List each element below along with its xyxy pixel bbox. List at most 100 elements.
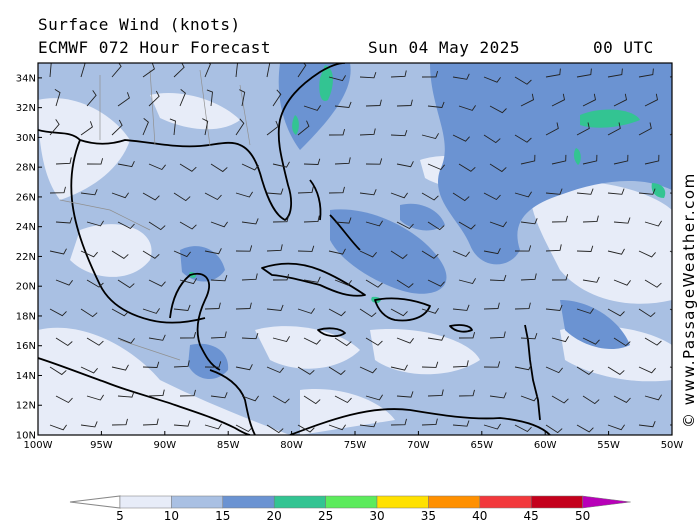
- wind-barb: [204, 361, 222, 368]
- wind-barb: [458, 278, 476, 285]
- wind-barb: [80, 308, 98, 318]
- colorbar-swatch: [171, 495, 224, 509]
- wind-barb: [427, 389, 444, 397]
- wind-barb: [148, 389, 165, 397]
- colorbar-swatch: [479, 495, 532, 509]
- wind-barb: [204, 423, 222, 430]
- wind-barb: [359, 421, 377, 428]
- wind-barb: [520, 154, 536, 165]
- wind-barb: [334, 157, 351, 165]
- wind-barb: [86, 220, 104, 227]
- wind-barb: [545, 424, 563, 434]
- wind-barb: [179, 278, 197, 285]
- wind-barb: [49, 424, 67, 431]
- lon-label: 80W: [280, 440, 303, 451]
- wind-barb: [297, 366, 315, 375]
- wind-barb: [613, 217, 631, 224]
- wind-barb: [613, 93, 628, 107]
- wind-barb: [551, 154, 567, 165]
- wind-barb: [173, 360, 190, 368]
- wind-barb: [520, 332, 538, 340]
- wind-barb: [396, 279, 414, 289]
- wind-barb: [334, 279, 352, 286]
- wind-barb: [607, 424, 625, 431]
- wind-barb: [328, 308, 346, 317]
- wind-barb: [390, 129, 408, 137]
- wind-barb: [396, 337, 414, 344]
- lon-label: 90W: [153, 440, 176, 451]
- wind-barb: [297, 63, 307, 78]
- wind-barb: [173, 250, 191, 258]
- wind-barb: [266, 244, 283, 252]
- wind-barb: [235, 424, 253, 433]
- wind-barb: [644, 394, 662, 401]
- wind-barb: [638, 188, 656, 195]
- wind-barb: [179, 331, 197, 339]
- wind-barb: [483, 134, 501, 144]
- wind-barb: [86, 394, 104, 401]
- wind-barb: [328, 248, 346, 255]
- wind-barb: [111, 250, 129, 259]
- wind-barb: [117, 92, 130, 107]
- wind-barb: [297, 308, 315, 314]
- wind-barb: [173, 63, 185, 78]
- wind-barb: [483, 76, 501, 83]
- wind-barb: [303, 215, 320, 223]
- wind-barb: [328, 75, 346, 82]
- wind-barb: [638, 366, 656, 374]
- wind-barb: [179, 221, 197, 230]
- wind-barb: [148, 221, 166, 231]
- wind-barb: [421, 133, 439, 140]
- wind-barb: [576, 68, 592, 78]
- colorbar-swatch: [428, 495, 481, 509]
- wind-barb: [390, 364, 408, 371]
- wind-barb: [520, 273, 537, 281]
- wind-barb: [365, 99, 382, 107]
- wind-barb: [80, 250, 98, 258]
- wind-barb: [142, 63, 155, 78]
- map-title: Surface Wind (knots): [38, 15, 241, 34]
- wind-barb: [390, 250, 408, 260]
- wind-barb: [390, 308, 408, 317]
- wind-barb: [545, 68, 561, 78]
- lat-label: 16N: [16, 341, 36, 352]
- wind-barb: [80, 366, 98, 374]
- lon-label: 75W: [344, 440, 367, 451]
- wind-field: [38, 63, 672, 435]
- wind-barb: [607, 366, 625, 375]
- wind-barb: [582, 337, 600, 345]
- wind-barb: [297, 120, 310, 136]
- wind-barb: [235, 364, 253, 371]
- wind-barb: [117, 337, 135, 344]
- wind-barb: [272, 273, 290, 281]
- wind-barb: [576, 424, 594, 433]
- wind-barb: [396, 161, 414, 168]
- wind-barb: [676, 94, 689, 106]
- wind-barb: [334, 217, 352, 224]
- wind-barb: [272, 161, 290, 168]
- wind-barb: [80, 121, 93, 136]
- lat-label: 28N: [16, 163, 36, 174]
- wind-barb: [111, 364, 129, 371]
- wind-barb: [49, 186, 66, 194]
- wind-barb: [303, 158, 321, 165]
- wind-barb: [142, 118, 149, 136]
- wind-barb: [613, 395, 631, 403]
- wind-barb: [520, 93, 535, 107]
- wind-barb: [613, 337, 631, 347]
- wind-barb: [396, 99, 413, 107]
- wind-barb: [86, 158, 104, 165]
- lon-label: 85W: [217, 440, 240, 451]
- forecast-date: Sun 04 May 2025: [368, 38, 520, 57]
- wind-barb: [514, 76, 532, 85]
- colorbar-low-arrow: [69, 495, 121, 509]
- wind-barb: [266, 120, 279, 136]
- lon-label: 50W: [661, 440, 684, 451]
- wind-barb: [328, 366, 346, 376]
- wind-barb: [613, 279, 631, 286]
- wind-barb: [489, 331, 506, 339]
- wind-barb: [427, 334, 445, 341]
- colorbar-label: 40: [472, 509, 487, 523]
- wind-barb: [638, 122, 652, 136]
- colorbar-swatch: [273, 495, 326, 509]
